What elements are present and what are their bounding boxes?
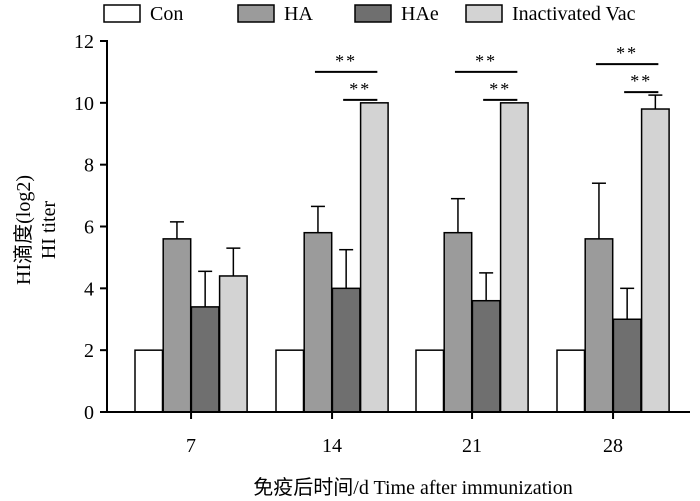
significance-label: **: [475, 51, 497, 71]
bar-con-21: [415, 349, 445, 413]
bar-con-14: [275, 349, 305, 413]
legend-label-hae: HAe: [401, 3, 439, 25]
y-tick-label: 8: [84, 155, 94, 177]
x-tick-label: 21: [462, 435, 482, 457]
legend-swatch-inactivated-vac: [465, 4, 503, 23]
bar-inactivated-vac-28: [640, 108, 670, 413]
significance-label: **: [349, 79, 371, 99]
x-axis-title: 免疫后时间/d Time after immunization: [253, 476, 572, 499]
significance-label: **: [630, 71, 652, 91]
significance-label: **: [489, 79, 511, 99]
y-axis-title-line2: HI titer: [38, 201, 60, 260]
legend: Con HA HAe Inactivated Vac: [103, 3, 636, 25]
y-axis: 0 2 4 6 8 10 12: [74, 31, 107, 424]
x-tick-label: 14: [322, 435, 342, 457]
bar-hae-14: [331, 287, 361, 413]
bar-hae-21: [471, 299, 501, 413]
y-tick-label: 0: [84, 402, 94, 424]
legend-label-inactivated-vac: Inactivated Vac: [512, 3, 636, 25]
bar-inactivated-vac-14: [359, 102, 389, 413]
legend-swatch-ha: [237, 4, 275, 23]
legend-swatch-hae: [354, 4, 392, 23]
error-bars: [169, 94, 663, 320]
significance-label: **: [616, 43, 638, 63]
y-tick-label: 10: [74, 93, 94, 115]
bar-ha-21: [443, 231, 473, 413]
bar-ha-14: [303, 231, 333, 413]
bar-inactivated-vac-7: [218, 275, 248, 413]
legend-label-con: Con: [150, 3, 183, 25]
bar-hae-7: [190, 306, 220, 413]
y-axis-title: HI滴度(log2) HI titer: [12, 175, 60, 285]
y-tick-label: 2: [84, 340, 94, 362]
bar-hae-28: [612, 318, 642, 413]
axes: [106, 40, 690, 413]
y-axis-title-line1: HI滴度(log2): [12, 175, 35, 285]
bars: [134, 102, 670, 413]
bar-inactivated-vac-21: [499, 102, 529, 413]
legend-swatch-con: [103, 4, 141, 23]
bar-ha-7: [162, 238, 192, 413]
bar-ha-28: [584, 238, 614, 413]
x-axis: 7 14 21 28: [186, 412, 623, 457]
bar-con-7: [134, 349, 164, 413]
legend-label-ha: HA: [284, 3, 313, 25]
y-tick-label: 12: [74, 31, 94, 53]
significance-markers: ** ** ** ** ** **: [314, 43, 659, 101]
bar-con-28: [556, 349, 586, 413]
x-tick-label: 28: [603, 435, 623, 457]
y-tick-label: 6: [84, 217, 94, 239]
y-tick-label: 4: [84, 278, 94, 300]
x-tick-label: 7: [186, 435, 196, 457]
significance-label: **: [335, 51, 357, 71]
